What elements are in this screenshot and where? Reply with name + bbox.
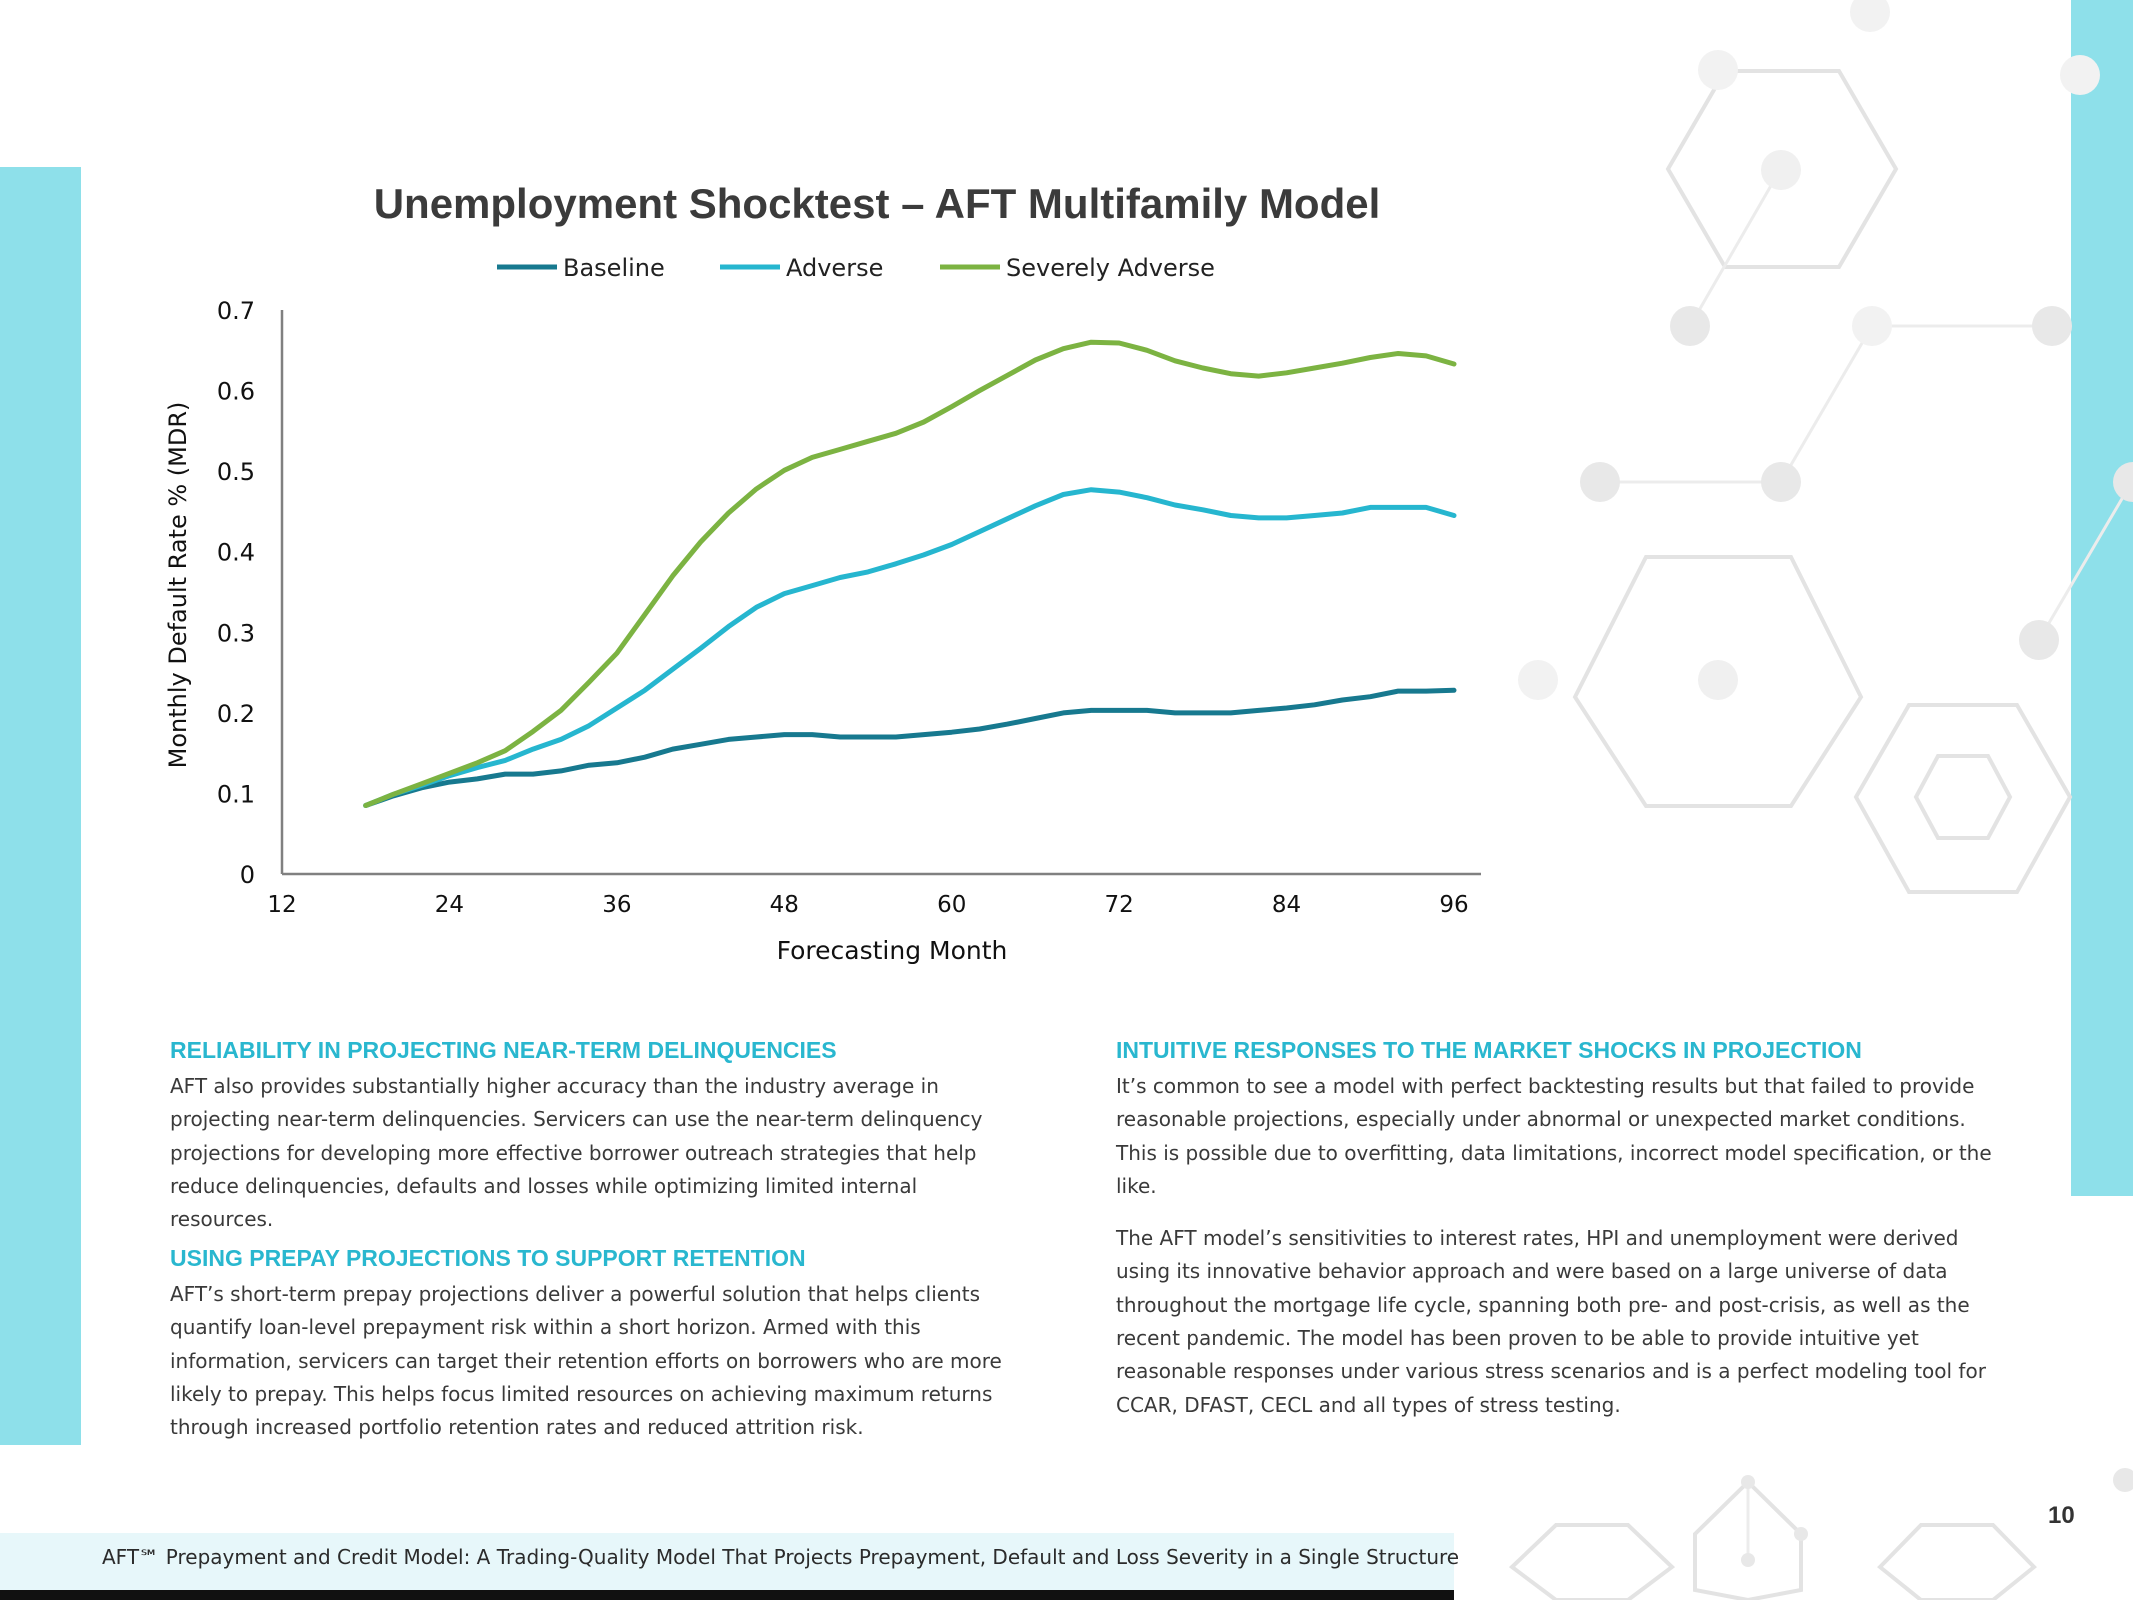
y-tick-labels: 0 0.1 0.2 0.3 0.4 0.5 0.6 0.7 bbox=[217, 297, 255, 889]
x-tick-label: 84 bbox=[1272, 892, 1301, 918]
footer-band bbox=[0, 1533, 1454, 1590]
x-tick-label: 36 bbox=[602, 892, 631, 918]
x-tick-labels: 12 24 36 48 60 72 84 96 bbox=[267, 892, 1468, 918]
y-tick-label: 0.7 bbox=[217, 297, 255, 325]
section-heading: INTUITIVE RESPONSES TO THE MARKET SHOCKS… bbox=[1116, 1037, 1862, 1063]
y-tick-label: 0.4 bbox=[217, 539, 255, 567]
legend-label: Adverse bbox=[786, 254, 883, 282]
section-intuitive: INTUITIVE RESPONSES TO THE MARKET SHOCKS… bbox=[1116, 1037, 1996, 1422]
x-tick-label: 48 bbox=[770, 892, 799, 918]
series-line bbox=[363, 339, 1457, 808]
section-body: AFT also provides substantially higher a… bbox=[170, 1074, 983, 1232]
y-tick-label: 0.1 bbox=[217, 780, 255, 808]
chart-legend: Baseline Adverse Severely Adverse bbox=[497, 254, 1215, 282]
footer-bar bbox=[0, 1590, 1454, 1600]
x-tick-label: 60 bbox=[937, 892, 966, 918]
y-tick-label: 0.6 bbox=[217, 378, 255, 406]
y-tick-label: 0.3 bbox=[217, 619, 255, 647]
section-body: It’s common to see a model with perfect … bbox=[1116, 1074, 1992, 1198]
y-tick-label: 0 bbox=[240, 861, 255, 889]
section-heading: USING PREPAY PROJECTIONS TO SUPPORT RETE… bbox=[170, 1245, 806, 1271]
legend-label: Baseline bbox=[563, 254, 665, 282]
series-lines bbox=[363, 339, 1457, 808]
section-body: AFT’s short-term prepay projections deli… bbox=[170, 1282, 1002, 1440]
x-axis-label: Forecasting Month bbox=[777, 936, 1008, 965]
section-prepay: USING PREPAY PROJECTIONS TO SUPPORT RETE… bbox=[170, 1245, 1020, 1444]
x-tick-label: 24 bbox=[435, 892, 464, 918]
x-tick-label: 12 bbox=[267, 892, 296, 918]
series-line bbox=[363, 687, 1457, 808]
left-accent-bar bbox=[0, 167, 81, 1445]
x-tick-label: 96 bbox=[1439, 892, 1468, 918]
line-chart: Unemployment Shocktest – AFT Multifamily… bbox=[164, 180, 1481, 965]
chart-title: Unemployment Shocktest – AFT Multifamily… bbox=[374, 180, 1381, 227]
series-line bbox=[363, 487, 1457, 808]
section-heading: RELIABILITY IN PROJECTING NEAR-TERM DELI… bbox=[170, 1037, 837, 1063]
footer-text: AFT℠ Prepayment and Credit Model: A Trad… bbox=[102, 1545, 1460, 1569]
y-axis-label: Monthly Default Rate % (MDR) bbox=[164, 402, 192, 769]
right-accent-bar bbox=[2071, 0, 2133, 1196]
page-number: 10 bbox=[2048, 1502, 2075, 1529]
y-tick-label: 0.2 bbox=[217, 700, 255, 728]
section-body: The AFT model’s sensitivities to interes… bbox=[1116, 1226, 1986, 1417]
x-tick-label: 72 bbox=[1105, 892, 1134, 918]
section-reliability: RELIABILITY IN PROJECTING NEAR-TERM DELI… bbox=[170, 1037, 1020, 1236]
legend-label: Severely Adverse bbox=[1006, 254, 1215, 282]
y-tick-label: 0.5 bbox=[217, 458, 255, 486]
